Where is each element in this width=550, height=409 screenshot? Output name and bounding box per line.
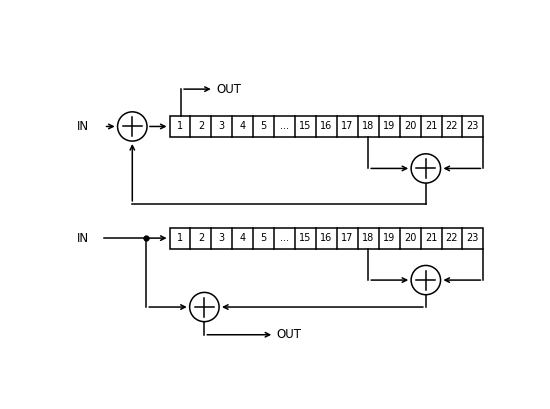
Text: 2: 2 [198,233,204,243]
Text: 17: 17 [341,233,354,243]
Text: 17: 17 [341,121,354,131]
Text: 4: 4 [240,233,246,243]
Text: OUT: OUT [216,83,241,96]
Circle shape [411,154,441,183]
Text: 1: 1 [177,233,183,243]
Text: 18: 18 [362,233,375,243]
Circle shape [190,292,219,321]
Text: 19: 19 [383,233,395,243]
Text: 2: 2 [198,121,204,131]
Text: 15: 15 [299,121,312,131]
Text: 23: 23 [467,121,479,131]
Text: 22: 22 [446,233,458,243]
Text: 5: 5 [261,233,267,243]
Text: 20: 20 [404,121,416,131]
Text: 19: 19 [383,121,395,131]
Text: 20: 20 [404,233,416,243]
Text: 21: 21 [425,121,437,131]
Text: IN: IN [76,120,89,133]
Text: 22: 22 [446,121,458,131]
Text: 18: 18 [362,121,375,131]
Text: 4: 4 [240,121,246,131]
Text: 5: 5 [261,121,267,131]
Bar [169,116,483,137]
Circle shape [411,265,441,295]
Text: 1: 1 [177,121,183,131]
Text: ...: ... [280,233,289,243]
Text: 23: 23 [467,233,479,243]
Text: 3: 3 [219,233,225,243]
Text: 16: 16 [320,121,333,131]
Text: 15: 15 [299,233,312,243]
Text: IN: IN [76,231,89,245]
Bar [169,228,483,249]
Text: OUT: OUT [277,328,301,341]
Circle shape [118,112,147,141]
Text: ...: ... [280,121,289,131]
Text: 3: 3 [219,121,225,131]
Text: 21: 21 [425,233,437,243]
Text: 16: 16 [320,233,333,243]
